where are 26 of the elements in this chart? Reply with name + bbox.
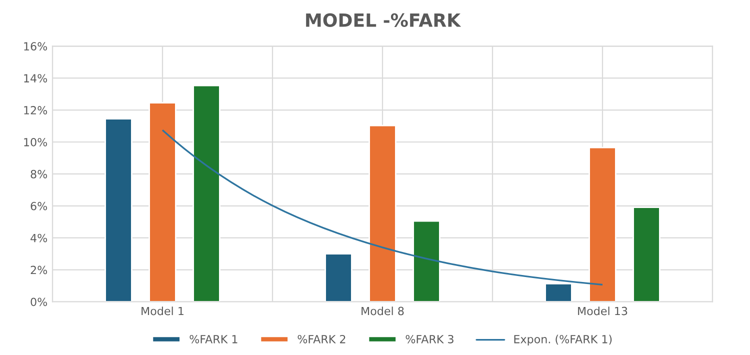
legend-label: %FARK 2 [298, 334, 346, 344]
y-tick-label: 2% [30, 266, 48, 274]
bar [588, 146, 616, 302]
bar [192, 84, 220, 302]
y-tick-label: 10% [24, 138, 48, 146]
legend-label: %FARK 1 [190, 334, 238, 344]
x-tick-label: Model 1 [142, 306, 184, 316]
bar [412, 220, 440, 302]
bar [104, 118, 132, 302]
y-tick-label: 0% [30, 298, 48, 306]
y-tick-label: 6% [30, 202, 48, 210]
y-tick-label: 16% [24, 42, 48, 51]
chart-title: MODEL -%FARK [306, 13, 462, 27]
legend-label: %FARK 3 [406, 334, 454, 344]
legend-label: Expon. (%FARK 1) [514, 334, 612, 346]
bar [632, 206, 660, 302]
bar [368, 124, 396, 302]
y-tick-label: 8% [30, 170, 48, 178]
x-tick-label: Model 8 [362, 306, 404, 316]
bar [544, 283, 572, 302]
x-tick-label: Model 13 [578, 306, 628, 316]
y-tick-label: 12% [24, 106, 48, 114]
bar [324, 253, 352, 302]
bar [148, 102, 176, 302]
y-tick-label: 14% [24, 74, 48, 82]
y-tick-label: 4% [30, 234, 48, 242]
